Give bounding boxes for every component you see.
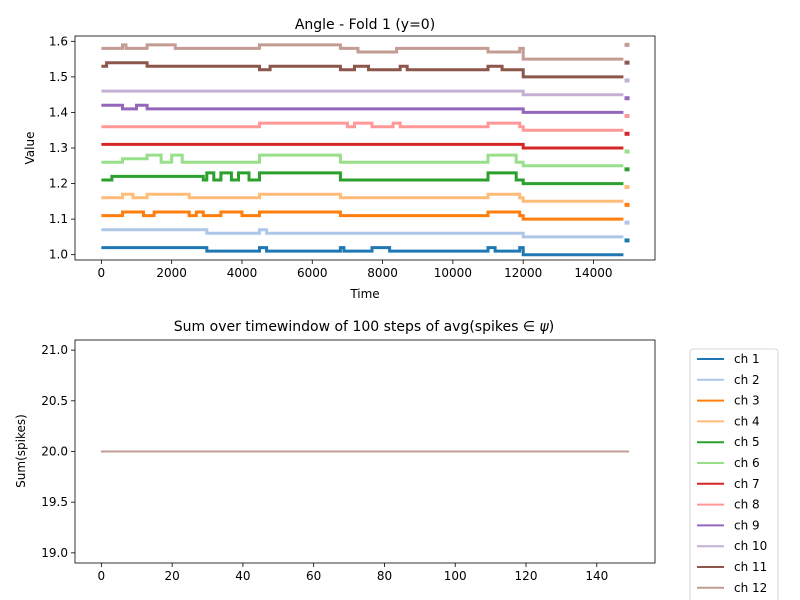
top-y-tick-label: 1.1 bbox=[49, 212, 68, 226]
bottom-x-tick-label: 80 bbox=[377, 569, 392, 583]
legend: ch 1 ch 2 ch 3 ch 4 ch 5 ch 6 ch 7 ch 8 ch 9 ch 1… bbox=[689, 348, 779, 600]
bottom-y-tick-label: 19.5 bbox=[41, 495, 68, 509]
top-series-tail-8 bbox=[624, 114, 630, 118]
top-series-tail-1 bbox=[624, 238, 630, 243]
legend-label: ch 8 bbox=[734, 498, 760, 512]
bottom-title-symbol: ∈ bbox=[523, 319, 535, 335]
top-series-line-11 bbox=[101, 61, 624, 79]
bottom-x-tick-label: 40 bbox=[235, 569, 250, 583]
top-series-line-4 bbox=[101, 192, 624, 203]
legend-label: ch 9 bbox=[734, 518, 760, 532]
legend-label: ch 7 bbox=[734, 477, 760, 491]
top-y-tick-label: 1.5 bbox=[49, 70, 68, 84]
top-series-line-1 bbox=[101, 246, 624, 257]
top-series-tail-11 bbox=[624, 60, 630, 65]
bottom-x-tick-label: 120 bbox=[515, 569, 538, 583]
top-series-tail-5 bbox=[624, 167, 630, 172]
top-series-line-12 bbox=[101, 43, 624, 61]
bottom-x-tick-label: 140 bbox=[585, 569, 608, 583]
legend-label: ch 3 bbox=[734, 394, 760, 408]
top-x-tick-label: 6000 bbox=[297, 266, 328, 280]
top-series-line-9 bbox=[101, 103, 624, 114]
top-y-axis-label: Value bbox=[23, 132, 37, 165]
legend-label: ch 12 bbox=[734, 581, 767, 595]
top-x-tick-label: 14000 bbox=[574, 266, 612, 280]
bottom-x-tick-label: 0 bbox=[98, 569, 106, 583]
top-y-tick-label: 1.4 bbox=[49, 105, 68, 119]
top-y-tick-label: 1.0 bbox=[49, 248, 68, 262]
bottom-x-ticks: 0 20 40 60 80 100 120 140 bbox=[98, 563, 608, 583]
top-series-tail-4 bbox=[624, 185, 630, 190]
top-x-tick-label: 0 bbox=[98, 266, 106, 280]
top-y-tick-label: 1.3 bbox=[49, 141, 68, 155]
bottom-x-tick-label: 20 bbox=[164, 569, 179, 583]
bottom-y-axis-label: Sum(spikes) bbox=[14, 414, 28, 488]
legend-items: ch 1 ch 2 ch 3 ch 4 ch 5 ch 6 ch 7 ch 8 ch 9 ch 1… bbox=[697, 352, 767, 595]
top-series-line-7 bbox=[101, 142, 624, 150]
bottom-chart-title: Sum over timewindow of 100 steps of avg(… bbox=[174, 319, 554, 335]
legend-label: ch 5 bbox=[734, 435, 760, 449]
bottom-y-tick-label: 19.0 bbox=[41, 546, 68, 560]
top-series-tail-7 bbox=[624, 131, 630, 136]
top-series-line-3 bbox=[101, 210, 624, 221]
top-series-line-8 bbox=[101, 121, 624, 132]
top-series-line-10 bbox=[101, 89, 624, 97]
top-x-tick-label: 4000 bbox=[227, 266, 258, 280]
bottom-title-text: Sum over timewindow of 100 steps of avg(… bbox=[174, 319, 519, 335]
top-x-ticks: 0 2000 4000 6000 8000 10000 12000 14000 bbox=[98, 260, 613, 280]
top-series-line-2 bbox=[101, 228, 624, 239]
top-series-tail-9 bbox=[624, 96, 630, 101]
bottom-title-close: ) bbox=[549, 319, 554, 335]
top-series-line-5 bbox=[101, 171, 624, 186]
bottom-x-tick-label: 100 bbox=[444, 569, 467, 583]
legend-label: ch 2 bbox=[734, 373, 760, 387]
bottom-x-tick-label: 60 bbox=[306, 569, 321, 583]
bottom-y-ticks: 19.0 19.5 20.0 20.5 21.0 bbox=[41, 343, 75, 560]
top-y-ticks: 1.0 1.1 1.2 1.3 1.4 1.5 1.6 bbox=[49, 34, 75, 262]
top-series-tail-12 bbox=[624, 42, 630, 47]
legend-label: ch 10 bbox=[734, 539, 767, 553]
top-x-tick-label: 12000 bbox=[504, 266, 542, 280]
legend-label: ch 4 bbox=[734, 414, 760, 428]
top-chart: Angle - Fold 1 (y=0) 0 2000 4000 6000 8000 10… bbox=[23, 17, 656, 301]
top-series-line-6 bbox=[101, 153, 624, 168]
top-y-tick-label: 1.2 bbox=[49, 177, 68, 191]
top-y-tick-label: 1.6 bbox=[49, 34, 68, 48]
legend-frame bbox=[689, 348, 779, 600]
top-x-axis-label: Time bbox=[349, 287, 379, 301]
legend-label: ch 1 bbox=[734, 352, 760, 366]
legend-label: ch 11 bbox=[734, 560, 767, 574]
top-x-tick-label: 2000 bbox=[156, 266, 187, 280]
bottom-y-tick-label: 20.5 bbox=[41, 394, 68, 408]
top-x-tick-label: 10000 bbox=[434, 266, 472, 280]
bottom-chart: Sum over timewindow of 100 steps of avg(… bbox=[14, 319, 779, 600]
top-chart-title: Angle - Fold 1 (y=0) bbox=[295, 17, 435, 33]
top-series-tail-6 bbox=[624, 149, 630, 154]
bottom-y-tick-label: 20.0 bbox=[41, 445, 68, 459]
top-series-group bbox=[101, 42, 630, 257]
bottom-y-tick-label: 21.0 bbox=[41, 343, 68, 357]
top-series-tail-2 bbox=[624, 220, 630, 225]
bottom-title-psi: ψ bbox=[540, 319, 550, 335]
top-series-tail-3 bbox=[624, 202, 630, 207]
top-series-tail-10 bbox=[624, 78, 630, 83]
top-x-tick-label: 8000 bbox=[367, 266, 398, 280]
legend-label: ch 6 bbox=[734, 456, 760, 470]
